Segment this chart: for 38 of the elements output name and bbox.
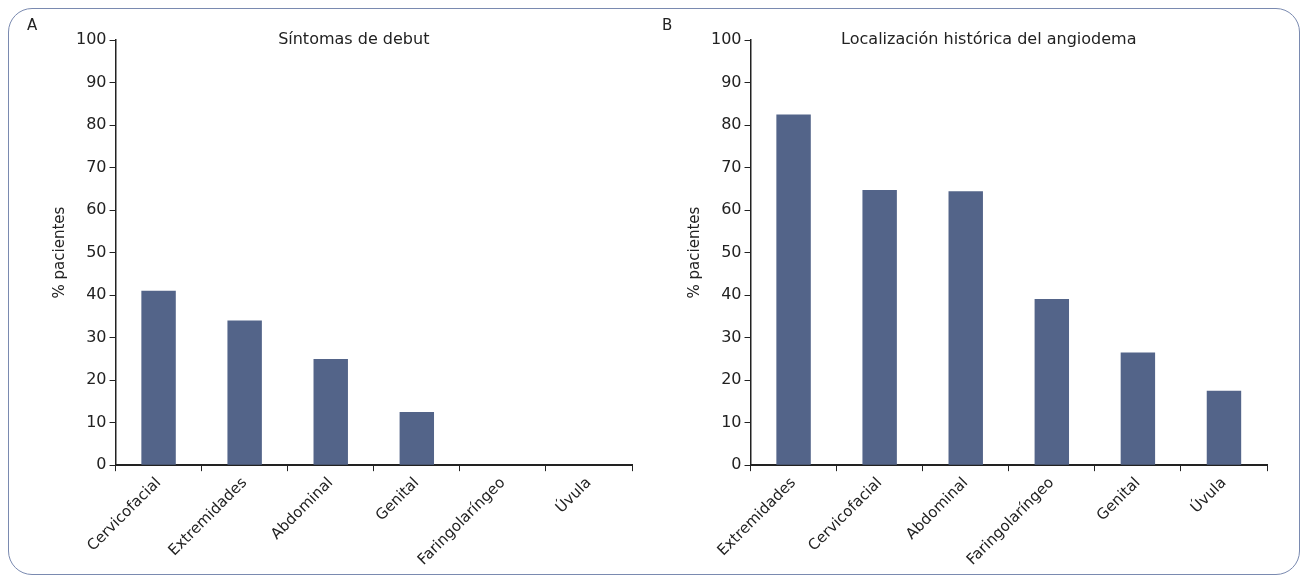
y-tick-label: 10 — [721, 411, 742, 431]
y-tick-label: 20 — [86, 369, 107, 389]
y-tick-label: 0 — [96, 454, 107, 474]
bar — [862, 190, 897, 465]
bar — [1034, 298, 1070, 465]
y-tick-label: 30 — [86, 326, 107, 346]
y-axis-title: % pacientes — [49, 206, 68, 299]
bar — [776, 114, 811, 465]
y-axis-title: % pacientes — [684, 206, 703, 299]
y-tick-label: 60 — [721, 199, 742, 219]
bar — [948, 191, 983, 465]
y-tick-label: 50 — [721, 241, 742, 261]
y-tick-label: 50 — [86, 241, 107, 261]
chart-title: Síntomas de debut — [278, 29, 430, 49]
bar — [399, 412, 435, 465]
y-tick-label: 100 — [710, 29, 742, 49]
chart-title: Localización histórica del angiodema — [841, 29, 1137, 49]
y-tick-label: 40 — [86, 284, 107, 304]
y-tick-label: 30 — [721, 326, 742, 346]
y-tick-label: 90 — [86, 71, 107, 91]
y-tick-label: 80 — [721, 114, 742, 134]
bar — [1120, 352, 1156, 465]
y-tick-label: 0 — [731, 454, 742, 474]
y-tick-label: 20 — [721, 369, 742, 389]
text: B — [662, 15, 673, 34]
y-tick-label: 60 — [86, 199, 107, 219]
bar — [227, 320, 262, 465]
y-tick-label: 100 — [75, 29, 107, 49]
y-tick-label: 10 — [86, 411, 107, 431]
bar — [141, 290, 176, 465]
y-tick-label: 70 — [721, 156, 742, 176]
y-tick-label: 90 — [721, 71, 742, 91]
y-tick-label: 40 — [721, 284, 742, 304]
bar — [1206, 390, 1242, 465]
text: A — [27, 15, 38, 34]
y-tick-label: 80 — [86, 114, 107, 134]
bar — [313, 358, 348, 465]
y-tick-label: 70 — [86, 156, 107, 176]
